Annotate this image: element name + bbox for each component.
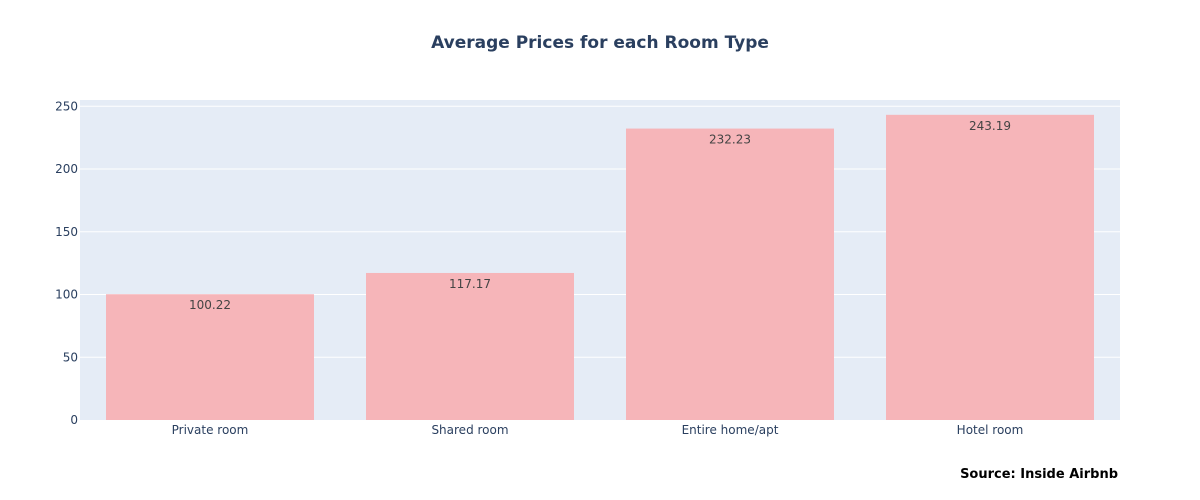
- bar-entire-home-apt: [626, 128, 834, 421]
- y-tick-label: 0: [70, 413, 78, 427]
- y-tick-label: 150: [55, 225, 78, 239]
- y-tick-label: 100: [55, 288, 78, 302]
- source-annotation: Source: Inside Airbnb: [960, 467, 1118, 482]
- x-tick-label: Hotel room: [957, 423, 1024, 437]
- bar-value-label: 243.19: [969, 119, 1011, 133]
- x-tick-label: Private room: [172, 423, 249, 437]
- y-tick-label: 200: [55, 162, 78, 176]
- bar-hotel-room: [886, 114, 1094, 421]
- bar-value-label: 100.22: [189, 298, 231, 312]
- y-tick-label: 50: [63, 350, 78, 364]
- x-tick-label: Shared room: [431, 423, 508, 437]
- bar-shared-room: [366, 272, 574, 420]
- bar-value-label: 117.17: [449, 277, 491, 291]
- bar-value-label: 232.23: [709, 133, 751, 147]
- chart-title: Average Prices for each Room Type: [431, 33, 769, 53]
- bar-private-room: [106, 294, 314, 420]
- y-tick-label: 250: [55, 99, 78, 113]
- x-tick-label: Entire home/apt: [682, 423, 779, 437]
